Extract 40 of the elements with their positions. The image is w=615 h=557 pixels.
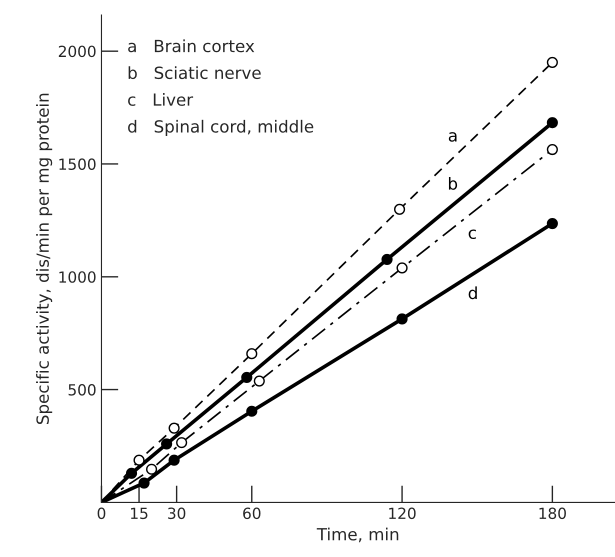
point <box>138 477 150 489</box>
point <box>176 437 188 448</box>
y-axis-title: Specific activity, dis/min per mg protein <box>36 94 52 424</box>
series-label: c <box>468 229 476 240</box>
point <box>396 262 408 274</box>
point <box>133 454 145 466</box>
point <box>394 204 406 215</box>
point <box>168 454 180 466</box>
x-tick-label: 60 <box>243 508 260 520</box>
series-label: d <box>468 286 477 300</box>
point <box>246 348 258 360</box>
annotation: b Sciatic nerve <box>128 66 261 80</box>
annotation: c Liver <box>128 93 194 106</box>
series-label: b <box>448 176 458 190</box>
point <box>246 406 258 417</box>
x-tick-label: 15 <box>131 508 148 520</box>
point <box>396 313 408 325</box>
x-tick-label: 30 <box>168 508 186 520</box>
point <box>546 218 558 230</box>
point <box>126 468 138 479</box>
point <box>146 464 158 475</box>
point <box>241 372 252 383</box>
x-tick-label: 0 <box>98 508 106 520</box>
x-tick-label: 180 <box>539 508 566 520</box>
point <box>546 144 558 156</box>
y-tick-label: 1000 <box>59 271 96 283</box>
y-tick-label: 500 <box>68 384 96 396</box>
point <box>161 438 172 450</box>
point <box>381 254 393 265</box>
point <box>546 56 558 68</box>
y-tick-label: 1500 <box>59 158 96 170</box>
x-tick-label: 120 <box>389 508 416 520</box>
point <box>168 422 180 434</box>
point <box>546 117 558 128</box>
x-axis-title: Time, min <box>316 528 398 542</box>
annotation: d Spinal cord, middle <box>128 120 314 136</box>
y-tick-label: 2000 <box>58 46 96 58</box>
series-label: a <box>448 132 457 142</box>
annotation: a Brain cortex <box>128 39 254 52</box>
point <box>254 375 265 387</box>
